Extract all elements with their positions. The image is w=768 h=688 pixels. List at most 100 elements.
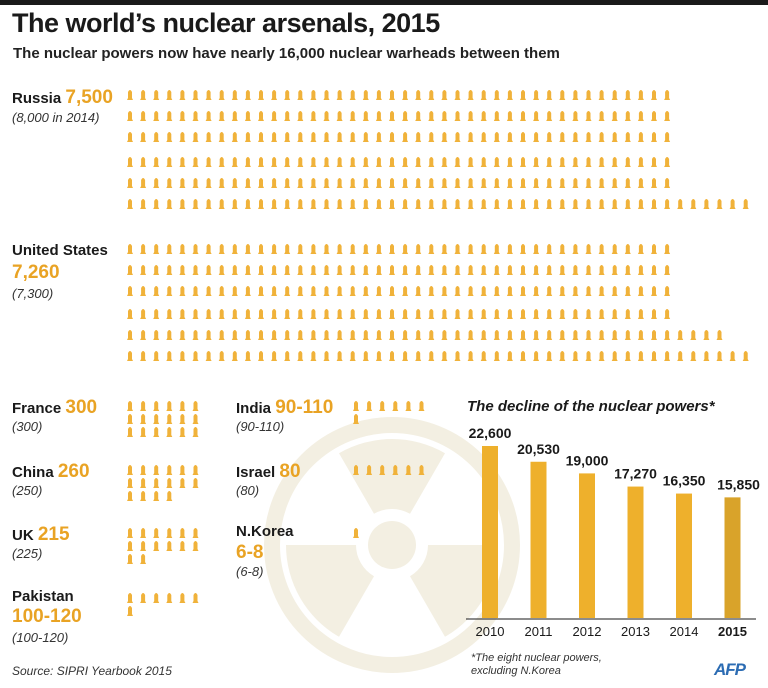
warhead-icon <box>506 351 513 361</box>
warhead-icon <box>493 111 500 121</box>
warhead-icon <box>585 178 592 188</box>
warhead-icon <box>637 309 644 319</box>
warhead-icon <box>166 465 173 475</box>
warhead-icon <box>585 309 592 319</box>
warhead-icon <box>493 265 500 275</box>
warhead-icon <box>389 132 395 142</box>
warhead-icon <box>454 351 461 361</box>
warhead-icon <box>297 244 304 254</box>
warhead-icon <box>375 132 382 142</box>
warhead-icon <box>389 244 395 254</box>
warhead-icon <box>467 178 474 188</box>
warhead-icon <box>166 157 173 167</box>
warhead-icon <box>480 265 487 275</box>
warhead-icon <box>375 111 382 121</box>
decline-year-label: 2013 <box>621 624 650 639</box>
warhead-icon <box>336 199 343 209</box>
warhead-icon <box>598 178 605 188</box>
warhead-icon <box>506 199 513 209</box>
warhead-icon <box>166 90 173 100</box>
trefoil-hub <box>368 521 416 569</box>
warhead-icon <box>166 351 173 361</box>
country-label-china: China 260 <box>12 461 90 482</box>
warhead-icon <box>533 90 540 100</box>
warhead-icon <box>651 351 657 361</box>
warhead-icon <box>454 265 461 275</box>
warhead-icon <box>546 330 553 340</box>
warhead-icon <box>140 465 147 475</box>
warhead-icon <box>533 286 540 296</box>
warhead-icon <box>389 178 395 188</box>
warhead-icon <box>349 157 356 167</box>
warhead-icon <box>533 132 540 142</box>
warhead-icon <box>271 111 278 121</box>
warhead-icon <box>467 351 474 361</box>
warhead-icon <box>284 351 291 361</box>
warhead-icon <box>493 178 500 188</box>
warhead-icon <box>611 199 618 209</box>
warhead-icon <box>349 265 356 275</box>
warhead-icon <box>454 244 461 254</box>
warhead-icon <box>310 178 317 188</box>
warhead-icon <box>428 286 435 296</box>
warhead-icon <box>389 265 395 275</box>
warhead-icon <box>428 199 435 209</box>
country-count-uk: 215 <box>37 524 70 545</box>
warhead-icon <box>559 265 566 275</box>
warhead-icon <box>598 265 605 275</box>
warhead-icon <box>546 90 553 100</box>
warhead-icon <box>572 309 579 319</box>
warhead-icon <box>284 199 291 209</box>
page-title: The world’s nuclear arsenals, 2015 <box>12 8 440 38</box>
decline-bar-2015 <box>724 497 741 618</box>
warhead-icon <box>336 351 343 361</box>
warhead-icon <box>506 286 513 296</box>
warhead-icon <box>297 90 304 100</box>
warhead-icon <box>166 401 173 411</box>
warhead-icon <box>179 465 186 475</box>
warhead-icon <box>258 178 264 188</box>
warhead-icon <box>664 132 671 142</box>
warhead-icon <box>140 199 147 209</box>
warhead-icon <box>467 309 474 319</box>
warhead-grid-china <box>127 465 199 501</box>
warhead-icon <box>153 330 160 340</box>
warhead-icon <box>533 244 540 254</box>
warhead-icon <box>271 90 278 100</box>
warhead-icon <box>153 401 160 411</box>
warhead-icon <box>166 309 173 319</box>
warhead-icon <box>284 132 291 142</box>
warhead-icon <box>703 351 710 361</box>
warhead-icon <box>637 90 644 100</box>
warhead-icon <box>402 111 409 121</box>
warhead-icon <box>362 178 369 188</box>
warhead-icon <box>520 111 526 121</box>
warhead-icon <box>271 132 278 142</box>
warhead-icon <box>284 265 291 275</box>
warhead-icon <box>336 157 343 167</box>
warhead-icon <box>336 309 343 319</box>
warhead-icon <box>153 90 160 100</box>
warhead-icon <box>179 593 186 603</box>
warhead-icon <box>480 157 487 167</box>
warhead-icon <box>375 286 382 296</box>
warhead-icon <box>323 178 330 188</box>
warhead-icon <box>153 309 160 319</box>
warhead-icon <box>664 351 671 361</box>
warhead-icon <box>179 401 186 411</box>
warhead-icon <box>310 199 317 209</box>
warhead-icon <box>651 178 657 188</box>
country-label-pakistan: Pakistan <box>12 588 74 605</box>
trefoil-blade-2 <box>410 545 498 637</box>
warhead-icon <box>179 199 186 209</box>
warhead-icon <box>166 491 173 501</box>
warhead-icon <box>258 351 264 361</box>
warhead-icon <box>244 309 251 319</box>
warhead-icon <box>179 286 186 296</box>
warhead-icon <box>690 351 697 361</box>
warhead-icon <box>441 90 448 100</box>
warhead-icon <box>493 351 500 361</box>
warhead-icon <box>153 157 160 167</box>
warhead-icon <box>467 111 474 121</box>
warhead-icon <box>375 244 382 254</box>
